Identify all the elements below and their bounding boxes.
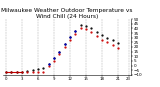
Title: Milwaukee Weather Outdoor Temperature vs Wind Chill (24 Hours): Milwaukee Weather Outdoor Temperature vs…: [1, 8, 133, 19]
